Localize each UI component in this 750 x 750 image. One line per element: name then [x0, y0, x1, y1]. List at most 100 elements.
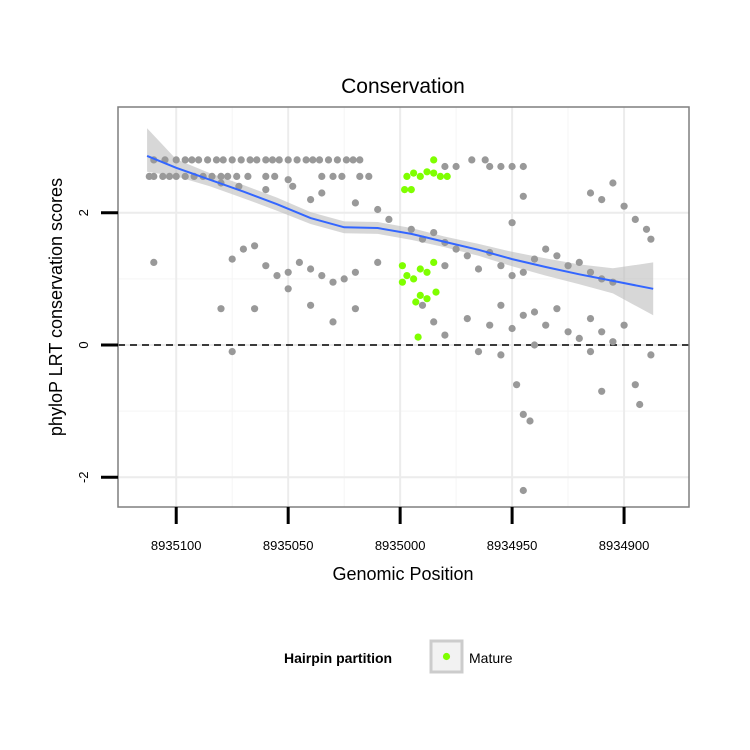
point-other	[195, 156, 203, 164]
point-other	[508, 272, 516, 280]
point-mature	[430, 258, 438, 266]
point-mature	[423, 168, 431, 176]
point-mature	[430, 156, 438, 164]
point-mature	[423, 268, 431, 276]
y-axis-label: phyloP LRT conservation scores	[46, 178, 66, 436]
point-other	[647, 351, 655, 359]
point-other	[284, 156, 292, 164]
point-other	[407, 225, 415, 233]
point-other	[598, 387, 606, 395]
points-other-series	[145, 156, 655, 495]
point-other	[647, 235, 655, 243]
point-other	[609, 179, 617, 187]
point-other	[235, 182, 243, 190]
point-other	[418, 301, 427, 309]
point-other	[208, 172, 216, 180]
x-tick-label: 8934950	[487, 538, 538, 553]
point-other	[318, 189, 326, 197]
point-other	[497, 301, 505, 309]
point-mature	[410, 169, 418, 177]
point-other	[262, 172, 270, 180]
point-other	[356, 172, 364, 180]
point-other	[486, 162, 494, 171]
point-other	[284, 285, 292, 293]
point-other	[262, 186, 270, 194]
point-other	[324, 156, 333, 164]
point-other	[217, 172, 225, 180]
point-other	[253, 156, 261, 164]
point-other	[542, 245, 550, 253]
point-other	[530, 308, 539, 316]
point-other	[318, 172, 326, 180]
point-other	[468, 156, 476, 164]
y-tick-label: -2	[76, 471, 91, 483]
point-other	[271, 172, 279, 180]
point-other	[497, 351, 505, 359]
plot-border	[117, 106, 690, 508]
point-mature	[423, 295, 431, 303]
point-other	[575, 334, 583, 342]
confidence-band	[147, 128, 654, 316]
point-mature	[401, 186, 409, 194]
point-other	[575, 258, 583, 266]
plot-panel	[118, 107, 689, 507]
point-other	[519, 410, 527, 418]
point-mature	[403, 172, 411, 180]
point-other	[463, 252, 471, 260]
x-tick-label: 8934900	[599, 538, 650, 553]
point-mature	[407, 186, 415, 194]
point-mature	[410, 275, 418, 283]
point-other	[374, 258, 382, 266]
point-other	[150, 172, 158, 180]
point-other	[181, 156, 189, 164]
point-other	[338, 172, 346, 180]
point-other	[159, 172, 167, 180]
point-other	[275, 156, 283, 164]
point-other	[246, 156, 254, 164]
point-other	[172, 156, 180, 164]
point-other	[342, 156, 350, 164]
point-other	[318, 272, 326, 280]
point-other	[586, 315, 595, 323]
point-other	[519, 268, 527, 276]
point-other	[251, 305, 259, 313]
point-other	[351, 199, 359, 207]
point-other	[284, 176, 292, 184]
point-other	[553, 305, 561, 313]
point-other	[463, 315, 471, 323]
smooth-line-layer	[146, 154, 654, 290]
smooth-confidence-band	[147, 128, 654, 316]
point-other	[430, 229, 438, 237]
point-other	[598, 328, 606, 336]
point-other	[262, 262, 270, 270]
point-other	[307, 301, 315, 309]
point-other	[631, 381, 639, 389]
point-other	[244, 172, 252, 180]
point-other	[181, 172, 189, 180]
point-mature	[443, 172, 451, 180]
point-other	[204, 156, 212, 164]
legend: Hairpin partition Mature	[284, 639, 513, 674]
point-other	[497, 262, 505, 270]
y-tick-label: 2	[76, 209, 91, 216]
point-mature	[403, 272, 411, 280]
point-other	[268, 156, 277, 164]
point-other	[307, 196, 315, 204]
point-other	[519, 486, 527, 495]
point-other	[251, 242, 259, 250]
x-tick-label: 8935100	[151, 538, 202, 553]
point-other	[620, 321, 628, 329]
point-other	[165, 172, 174, 180]
point-other	[530, 255, 539, 263]
point-mature	[416, 291, 424, 299]
smooth-line	[146, 154, 654, 290]
point-other	[262, 156, 270, 164]
point-other	[497, 162, 505, 171]
point-other	[441, 262, 449, 270]
point-other	[228, 156, 236, 164]
point-other	[329, 172, 337, 180]
y-tick-label: 0	[76, 341, 91, 348]
point-other	[228, 348, 236, 356]
point-other	[295, 258, 303, 266]
point-other	[519, 311, 527, 319]
